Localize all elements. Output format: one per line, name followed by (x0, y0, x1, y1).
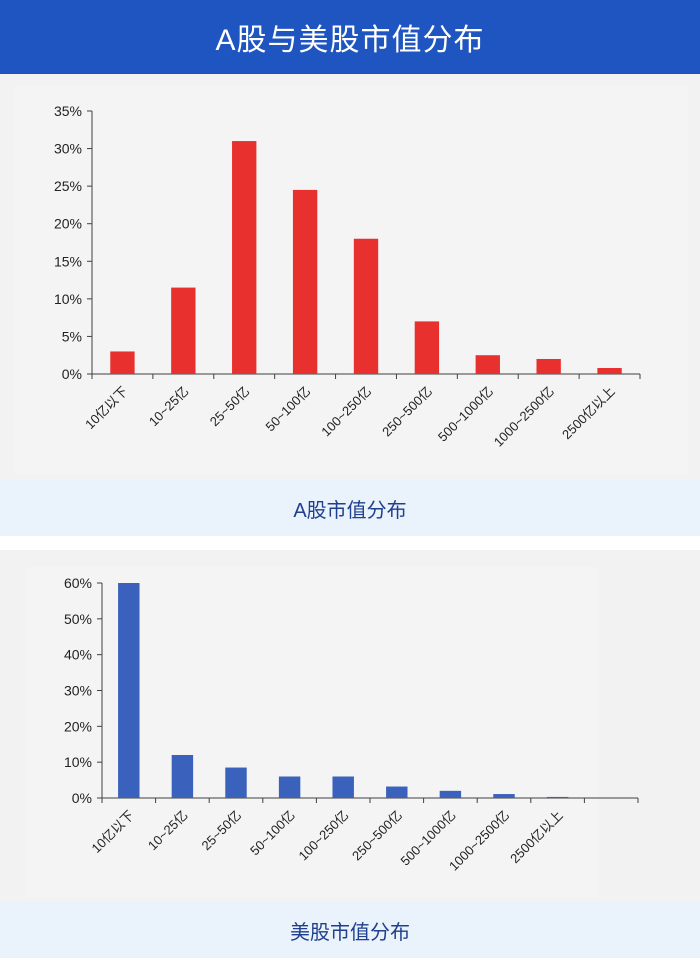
caption-us-share: 美股市值分布 (0, 902, 700, 958)
chart-a-bar (232, 141, 257, 374)
chart-a-bar (414, 321, 440, 374)
page-header: A股与美股市值分布 (0, 0, 700, 74)
chart-us-bar (493, 794, 515, 798)
chart-a-y-tick-label: 5% (62, 328, 82, 344)
chart-a-y-tick-label: 25% (54, 178, 82, 194)
chart-us-bar (332, 776, 354, 798)
chart-a-y-tick-label: 10% (54, 291, 82, 307)
chart-us-y-tick-label: 20% (64, 718, 92, 734)
chart-us-y-tick-label: 40% (64, 647, 92, 663)
chart-a-bar (475, 355, 500, 374)
chart-a-bar (353, 238, 379, 374)
chart-panel-us: 0% 10% 20% 30% 40% 50% 60% 10亿以下 10~25亿 25~50亿 50~… (0, 550, 700, 902)
chart-us-y-tick-label: 50% (64, 611, 92, 627)
chart-us-bar (439, 790, 462, 798)
chart-a-share: 0%5%10%15%20%25%30%35%10亿以下 10~25亿 25~50亿 5… (14, 86, 688, 474)
page-title: A股与美股市值分布 (215, 24, 485, 57)
chart-us-y-tick-label: 0% (72, 790, 92, 806)
chart-a-y-tick-label: 15% (54, 253, 82, 269)
caption-a-share-text: A股市值分布 (293, 499, 407, 522)
chart-us-y-tick-label: 60% (64, 575, 92, 591)
caption-a-share: A股市值分布 (0, 480, 700, 536)
chart-a-plot-bg (14, 86, 688, 474)
chart-panel-a-share: 0% 5% 10% 15% 20% 25% 30% 35% 10亿以下 10~25亿 25~50亿 5… (0, 74, 700, 480)
chart-us-bar (386, 786, 408, 798)
chart-a-bar (597, 367, 622, 374)
chart-us-bar (278, 776, 301, 798)
chart-us-y-tick-label: 10% (64, 754, 92, 770)
chart-a-bar (292, 189, 318, 374)
chart-a-bar (110, 351, 135, 374)
chart-a-y-tick-label: 20% (54, 216, 82, 232)
chart-us-bar (225, 767, 247, 798)
section-divider (0, 536, 700, 550)
chart-a-y-tick-label: 30% (54, 141, 82, 157)
chart-a-bar (536, 358, 561, 374)
chart-a-y-tick-label: 0% (62, 366, 82, 382)
chart-us-bar (118, 583, 140, 798)
chart-us-bar (171, 755, 194, 798)
chart-us-bar (546, 796, 569, 798)
chart-a-y-tick-label: 35% (54, 103, 82, 119)
chart-a-bar (171, 287, 196, 374)
chart-us-share: 0%10%20%30%40%50%60%10亿以下 10~25亿 25~50亿 50~… (26, 567, 639, 897)
chart-us-y-tick-label: 30% (64, 683, 92, 699)
caption-us-share-text: 美股市值分布 (290, 921, 410, 944)
